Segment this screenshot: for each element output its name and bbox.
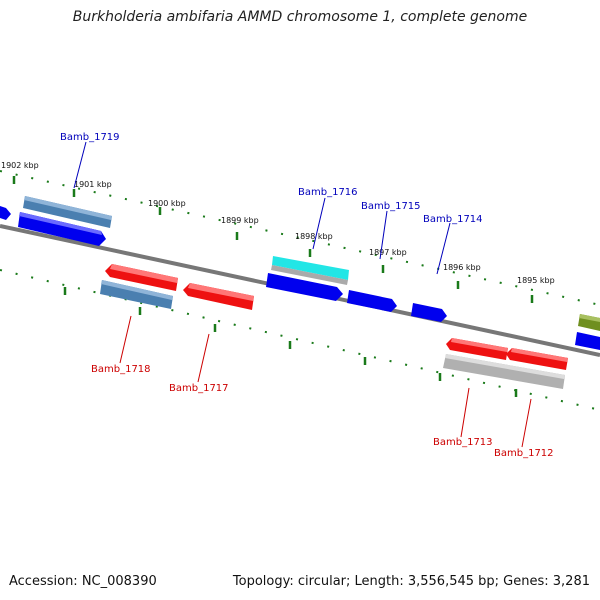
gene-arrow-forward [575,332,600,350]
kbp-label: 1897 kbp [369,248,407,257]
gene-label-bamb-1719: Bamb_1719 [60,132,120,143]
kbp-label: 1895 kbp [517,276,555,285]
gene-arrow-forward [0,206,11,220]
topology-text: Topology: circular; Length: 3,556,545 bp… [232,574,590,589]
forward-genes [0,196,600,350]
label-leaders-blue [73,141,451,275]
accession-text: Accession: NC_008390 [9,574,157,589]
gene-bar-cyan [272,256,349,280]
kbp-label: 1902 kbp [1,161,39,170]
kbp-label: 1898 kbp [295,232,333,241]
kbp-label: 1899 kbp [221,216,259,225]
gene-label-bamb-1714: Bamb_1714 [423,214,483,225]
gene-label-bamb-1715: Bamb_1715 [361,201,421,212]
gene-label-bamb-1716: Bamb_1716 [298,187,358,198]
label-leaders-red [119,315,532,448]
kbp-major-ticks [12,176,534,397]
kbp-label: 1901 kbp [74,180,112,189]
upper-tick-track [0,170,600,306]
gene-label-bamb-1712: Bamb_1712 [494,448,554,459]
gene-arrow-forward [266,273,343,301]
gene-label-bamb-1717: Bamb_1717 [169,383,229,394]
kbp-label: 1896 kbp [443,263,481,272]
reverse-genes [100,264,568,389]
gene-arrow-forward [411,303,447,322]
gene-arrow-forward [347,290,397,312]
gene-label-bamb-1718: Bamb_1718 [91,364,151,375]
gene-label-bamb-1713: Bamb_1713 [433,437,493,448]
kbp-label: 1900 kbp [148,199,186,208]
lower-tick-track [0,269,600,411]
map-title: Burkholderia ambifaria AMMD chromosome 1… [72,9,528,25]
